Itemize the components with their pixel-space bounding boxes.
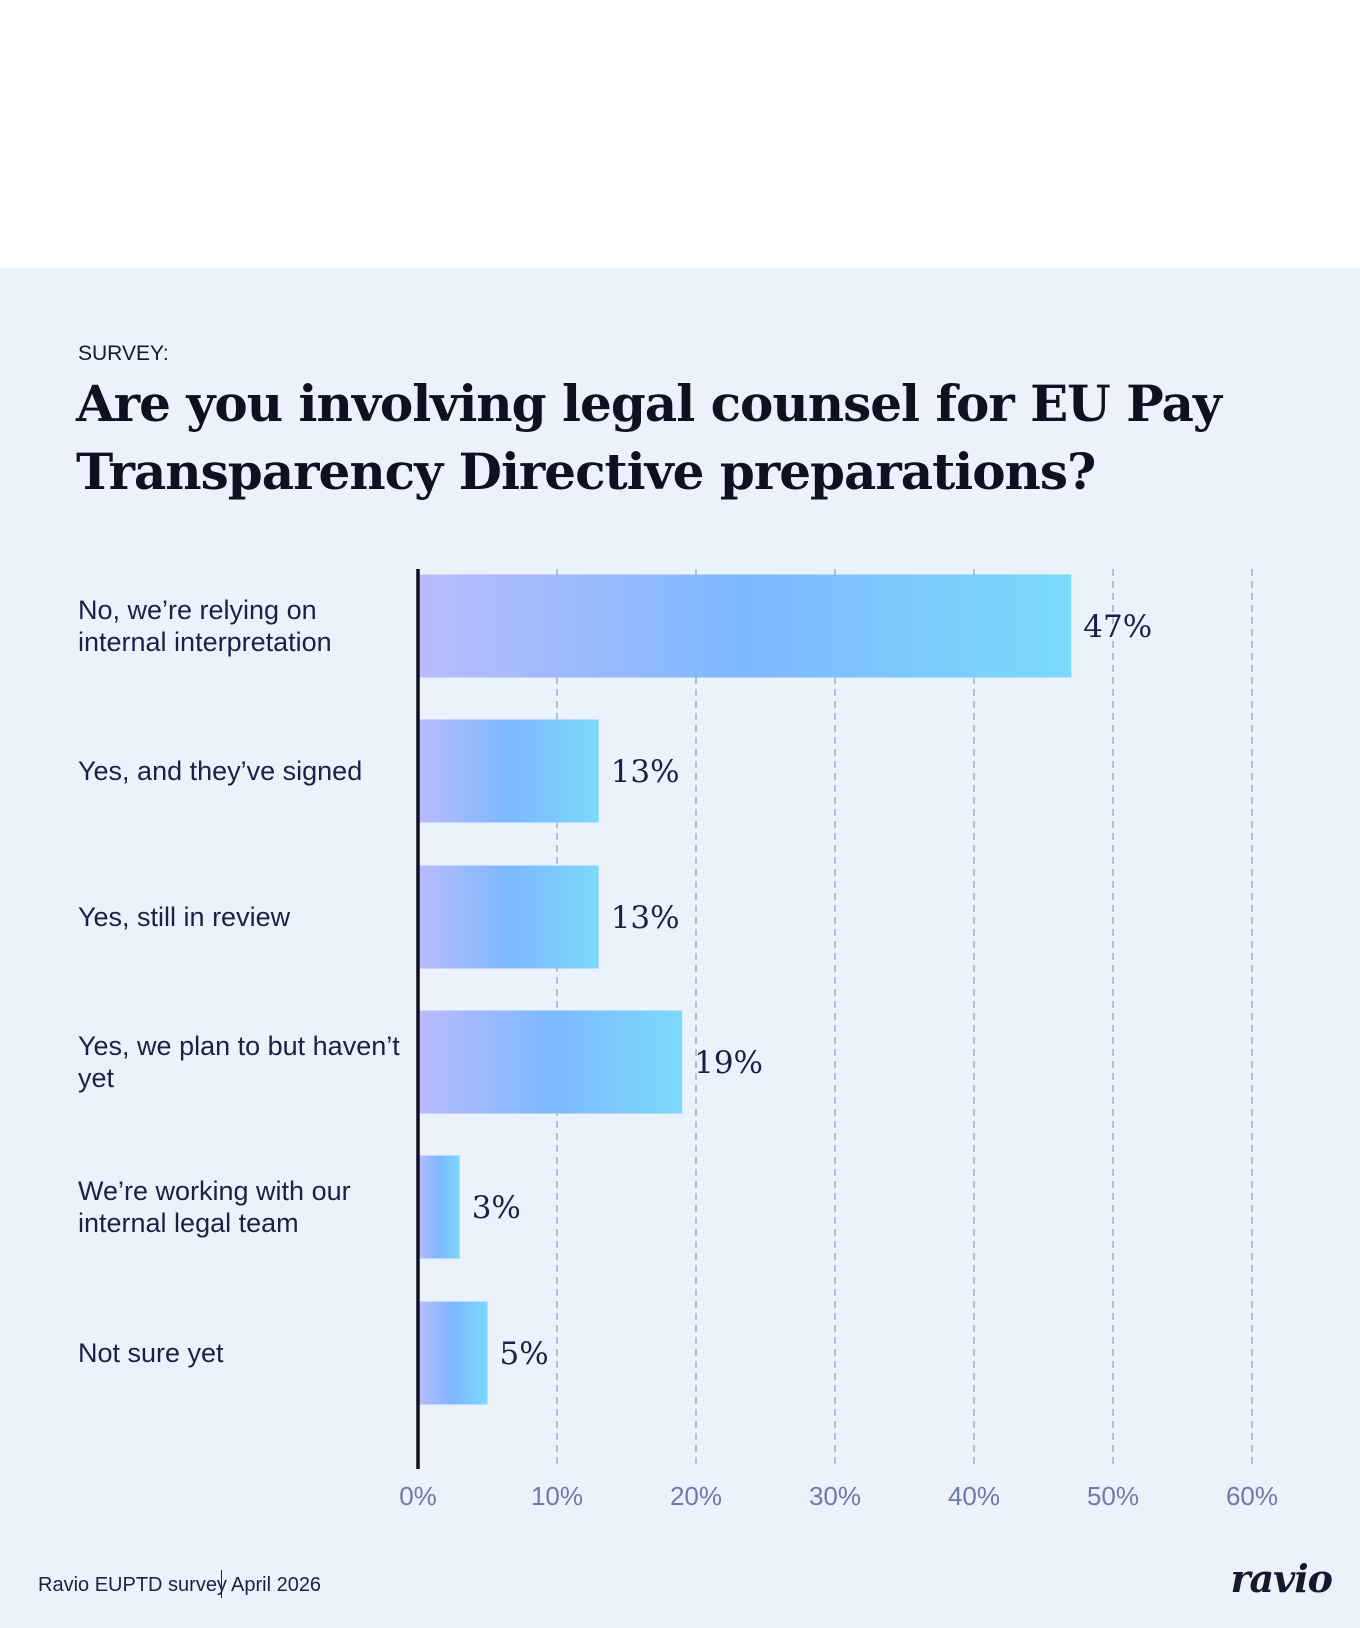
bar [418,865,599,969]
category-label: Yes, and they’ve signed [78,756,363,786]
category-label: Not sure yet [78,1338,224,1368]
x-tick-label: 40% [948,1481,1000,1511]
value-label: 13% [611,754,680,790]
value-label: 19% [694,1045,763,1081]
value-label: 13% [611,900,680,936]
category-label: Yes, still in review [78,902,291,932]
value-label: 3% [472,1190,521,1226]
x-tick-label: 20% [670,1481,722,1511]
bar [418,1155,460,1259]
source: Ravio EUPTD survey [38,1574,227,1596]
x-tick-label: 10% [531,1481,583,1511]
chart-title: Are you involving legal counsel for EU P… [76,374,1222,501]
separator [221,1570,222,1598]
kicker: SURVEY: [78,342,169,365]
value-label: 47% [1083,609,1152,645]
x-tick-label: 60% [1226,1481,1278,1511]
category-label: Yes, we plan to but haven’t yet [78,1031,400,1093]
date: April 2026 [231,1574,322,1596]
bar [418,574,1072,678]
x-tick-label: 50% [1087,1481,1139,1511]
bar [418,1010,683,1114]
bar [418,719,599,823]
value-label: 5% [500,1336,549,1372]
x-tick-label: 0% [399,1481,437,1511]
bar [418,1301,488,1405]
category-label: No, we’re relying on internal interpreta… [78,595,332,657]
logo: ravio [1230,1556,1333,1601]
x-tick-label: 30% [809,1481,861,1511]
category-label: We’re working with our internal legal te… [78,1176,351,1238]
panel [0,268,1360,1628]
